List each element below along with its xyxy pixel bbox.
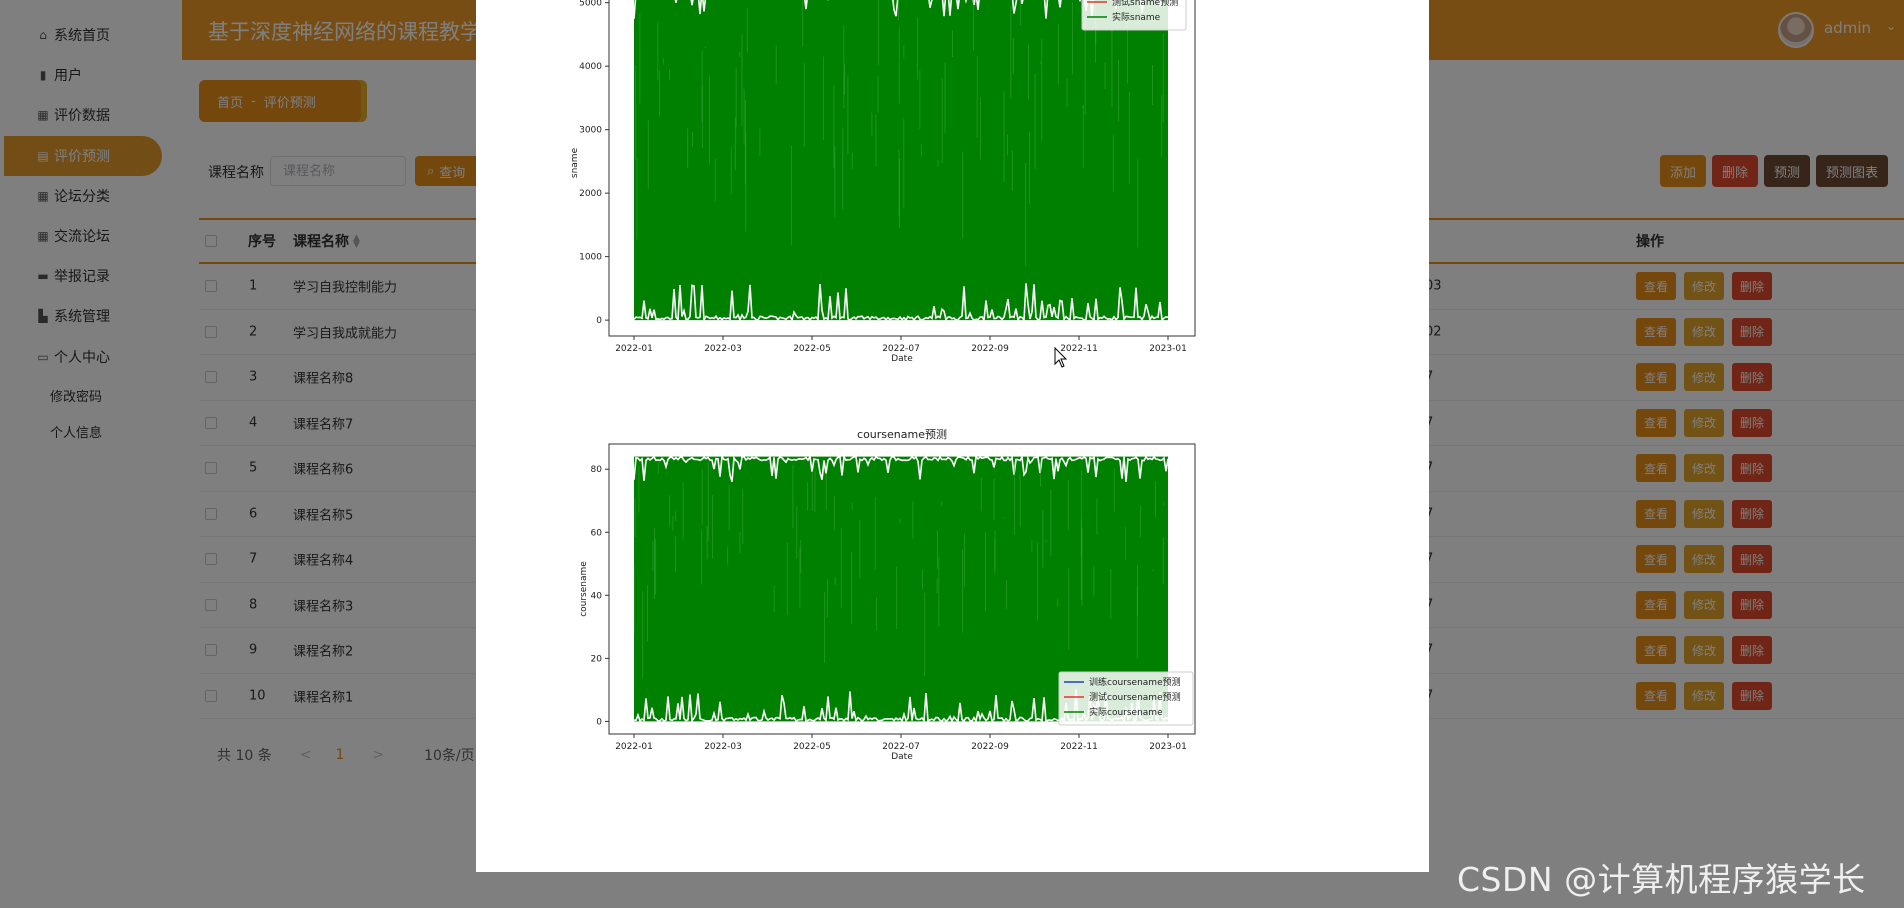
plot-frame-overlay xyxy=(608,443,1196,735)
y-tick-label: 0 xyxy=(596,316,602,326)
legend-label: 测试coursename预测 xyxy=(1089,691,1181,703)
legend-box xyxy=(1081,0,1187,31)
y-tick-label: 20 xyxy=(591,654,603,664)
legend-box xyxy=(1058,671,1194,726)
chart-title: coursename预测 xyxy=(857,428,947,441)
y-tick-label: 1000 xyxy=(579,253,602,263)
mouse-cursor xyxy=(1054,347,1068,368)
y-tick-label: 0 xyxy=(596,717,602,727)
x-tick-label: 2023-01 xyxy=(1149,742,1187,752)
y-tick-label: 2000 xyxy=(579,189,602,199)
x-tick-label: 2022-01 xyxy=(615,742,653,752)
y-tick-label: 4000 xyxy=(579,62,602,72)
plot-frame-overlay xyxy=(608,0,1196,337)
prediction-chart-modal: 0 1000 2000 3000 4000 5000 2022-01 2022-03 2022-… xyxy=(476,0,1429,872)
legend-label: 训练coursename预测 xyxy=(1089,676,1181,688)
x-tick-label: 2022-09 xyxy=(971,344,1009,354)
y-tick-label: 60 xyxy=(591,528,603,538)
y-axis-label: coursename xyxy=(579,561,589,617)
series-actual xyxy=(633,0,1169,323)
legend-label: 测试sname预测 xyxy=(1112,0,1178,8)
x-tick-label: 2022-07 xyxy=(882,742,920,752)
x-tick-label: 2022-11 xyxy=(1060,742,1098,752)
watermark: CSDN @计算机程序猿学长 xyxy=(1457,860,1866,899)
coursename-prediction-chart: coursename预测 0 20 40 60 80 2022-01 2022-03 2022-… xyxy=(579,428,1196,762)
y-tick-label: 5000 xyxy=(579,0,602,9)
x-tick-label: 2022-09 xyxy=(971,742,1009,752)
legend-label: 实际sname xyxy=(1112,11,1161,23)
x-tick-label: 2022-03 xyxy=(704,344,742,354)
x-tick-label: 2022-07 xyxy=(882,344,920,354)
sname-prediction-chart: 0 1000 2000 3000 4000 5000 2022-01 2022-03 2022-… xyxy=(570,0,1196,364)
series-actual-bottom-edge xyxy=(633,283,1169,323)
y-tick-label: 80 xyxy=(591,465,603,475)
x-tick-label: 2022-11 xyxy=(1060,344,1098,354)
y-axis-label: sname xyxy=(570,147,580,178)
x-axis-label: Date xyxy=(891,752,913,762)
x-tick-label: 2022-05 xyxy=(793,344,831,354)
y-tick-label: 40 xyxy=(591,591,603,601)
plot-right-margin xyxy=(1168,0,1194,335)
x-axis-label: Date xyxy=(891,354,913,364)
series-actual-top-edge xyxy=(633,454,1169,482)
x-tick-label: 2022-03 xyxy=(704,742,742,752)
y-tick-label: 3000 xyxy=(579,126,602,136)
x-tick-label: 2022-01 xyxy=(615,344,653,354)
plot-left-margin xyxy=(610,445,634,733)
legend-label: 实际coursename xyxy=(1089,706,1163,718)
x-tick-label: 2022-05 xyxy=(793,742,831,752)
series-actual-band xyxy=(634,0,1168,321)
plot-left-margin xyxy=(610,0,634,335)
x-tick-label: 2023-01 xyxy=(1149,344,1187,354)
